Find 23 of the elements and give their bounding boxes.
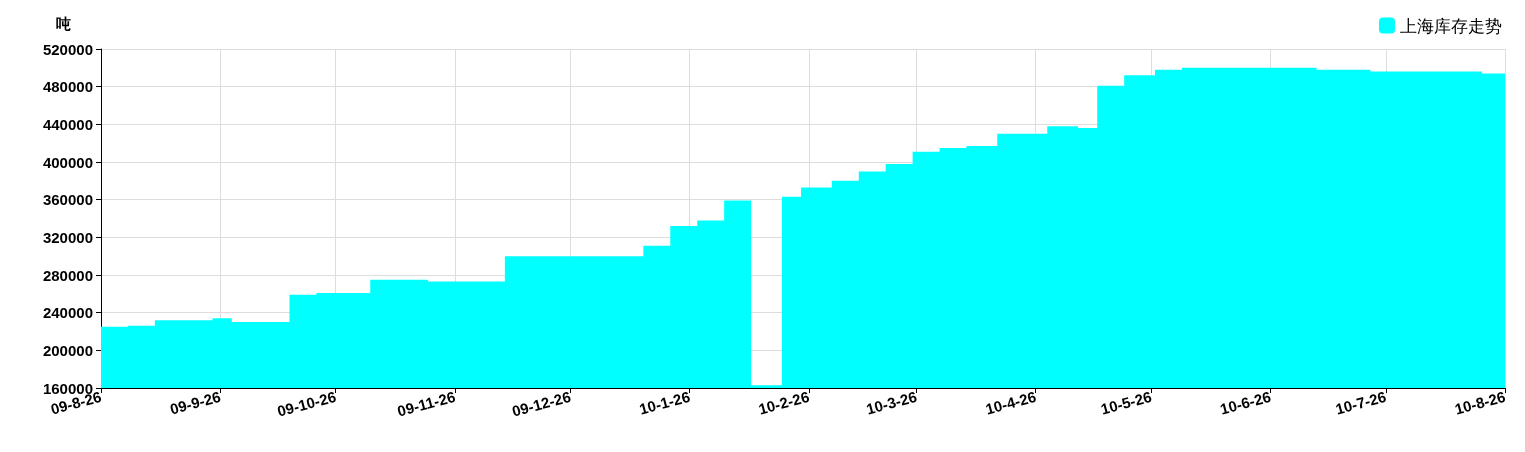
y-axis-title: 吨 <box>56 15 71 32</box>
x-tick-label: 09-10-26 <box>275 387 338 420</box>
y-tick-label: 200000 <box>42 341 93 359</box>
y-tick-label: 400000 <box>42 153 93 171</box>
x-tick-label: 10-4-26 <box>983 387 1038 418</box>
y-tick-label: 360000 <box>42 191 93 209</box>
y-tick-label: 440000 <box>42 115 93 133</box>
x-tick-label: 09-9-26 <box>168 387 223 418</box>
x-tick-label: 10-8-26 <box>1452 387 1508 418</box>
x-tick-label: 10-2-26 <box>756 387 811 418</box>
y-tick-label: 520000 <box>42 40 93 58</box>
x-tick-label: 10-6-26 <box>1218 387 1273 418</box>
x-tick-label: 10-5-26 <box>1098 387 1154 418</box>
y-tick-label: 320000 <box>42 228 93 246</box>
x-tick-label: 10-3-26 <box>864 387 919 418</box>
legend-label: 上海库存走势 <box>1400 15 1502 36</box>
x-tick-label: 09-11-26 <box>395 387 458 420</box>
x-tick-label: 10-7-26 <box>1333 387 1388 418</box>
x-tick-label: 10-1-26 <box>637 387 692 418</box>
y-tick-label: 240000 <box>42 304 93 322</box>
y-tick-label: 280000 <box>42 266 93 284</box>
x-tick-label: 09-12-26 <box>510 387 573 420</box>
y-tick-label: 480000 <box>42 78 93 96</box>
